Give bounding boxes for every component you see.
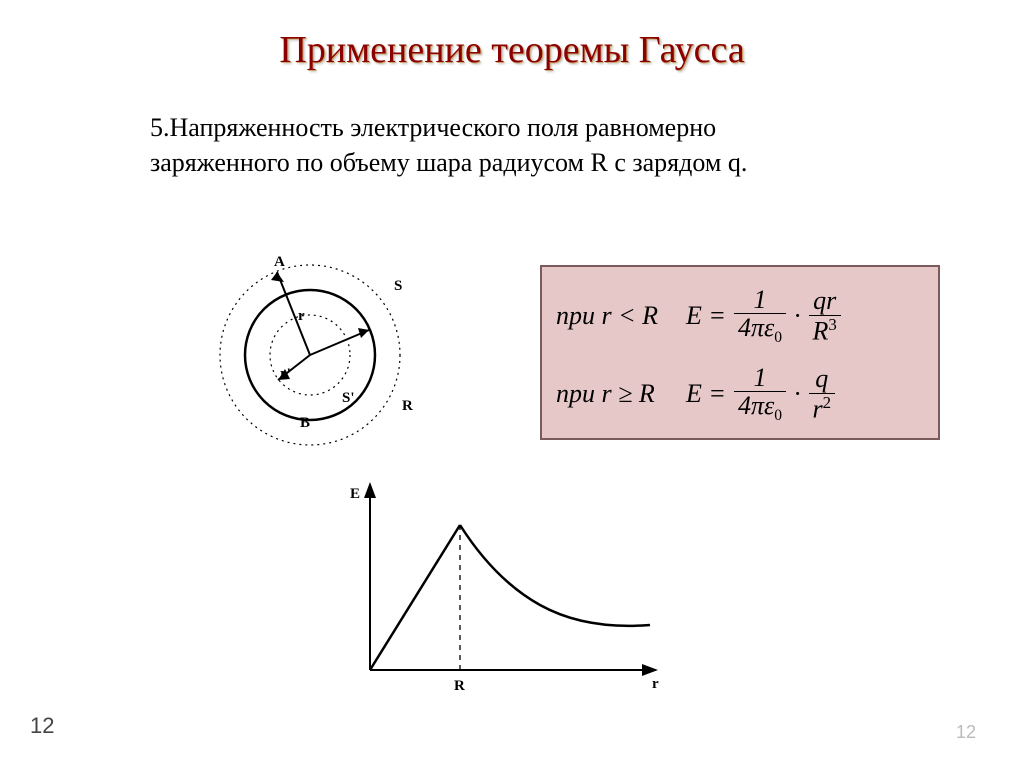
frac1b: qr R3 xyxy=(809,287,841,344)
label-B: B xyxy=(300,415,310,431)
label-S: S xyxy=(394,278,402,294)
slide-title: Применение теоремы Гаусса xyxy=(0,28,1024,72)
lhs2: E = xyxy=(686,378,726,409)
cond-inside: при r < R xyxy=(556,300,686,331)
frac2a: 1 4πε0 xyxy=(734,364,786,425)
graph-Rlabel: R xyxy=(454,678,465,694)
sphere-diagram: A S r r' S' B R xyxy=(180,240,440,460)
graph-xlabel: r xyxy=(652,676,659,692)
problem-statement: 5.Напряженность электрического поля равн… xyxy=(150,110,850,180)
field-graph: E R r xyxy=(330,470,670,710)
label-Sp: S' xyxy=(342,390,355,406)
formula-outside: при r ≥ R E = 1 4πε0 · q r2 xyxy=(556,355,924,433)
formula-inside: при r < R E = 1 4πε0 · qr R3 xyxy=(556,277,924,355)
sphere-svg: A S r r' S' B R xyxy=(180,240,440,460)
label-rp: r' xyxy=(280,366,291,382)
frac2b: q r2 xyxy=(809,365,836,422)
graph-ylabel: E xyxy=(350,486,360,502)
label-A: A xyxy=(274,254,285,270)
slide: Применение теоремы Гаусса 5.Напряженност… xyxy=(0,0,1024,767)
graph-svg: E R r xyxy=(330,470,670,710)
label-R: R xyxy=(402,398,413,414)
page-number-left: 12 xyxy=(30,713,54,739)
cond-outside: при r ≥ R xyxy=(556,378,686,409)
lhs1: E = xyxy=(686,300,726,331)
formula-box: при r < R E = 1 4πε0 · qr R3 при r ≥ R E… xyxy=(540,265,940,440)
label-r: r xyxy=(298,308,305,324)
dot1: · xyxy=(794,300,801,331)
frac1a: 1 4πε0 xyxy=(734,286,786,347)
page-number-right: 12 xyxy=(956,722,976,743)
dot2: · xyxy=(794,378,801,409)
